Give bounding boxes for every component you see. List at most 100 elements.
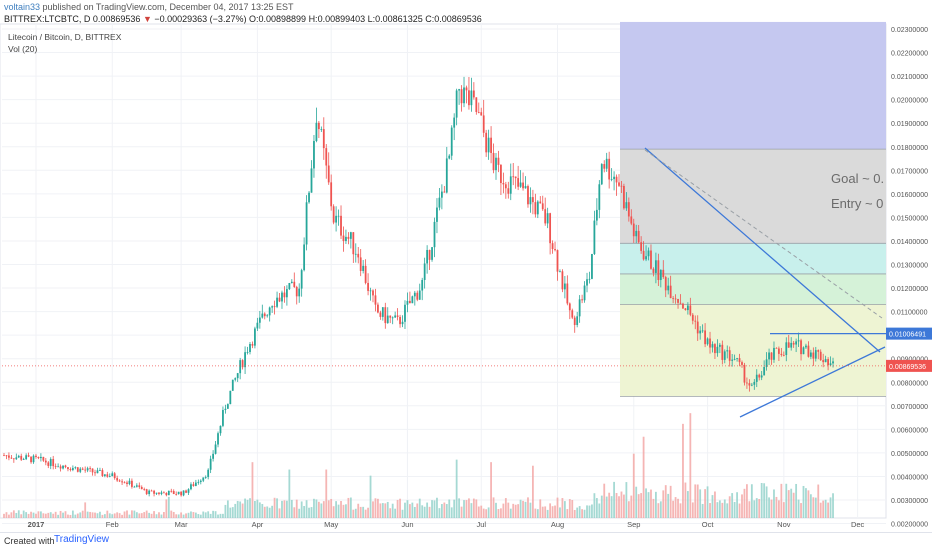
price-chart[interactable]: Goal ~ 0.Entry ~ 0 0.023000000.022000000… <box>0 0 932 532</box>
volume-bar <box>349 497 352 518</box>
tradingview-logo[interactable]: TradingView <box>54 534 110 545</box>
volume-bar <box>468 498 470 518</box>
candle-body <box>286 289 288 298</box>
candle-body <box>792 342 795 345</box>
volume-bar <box>714 491 716 518</box>
candle-body <box>386 315 389 324</box>
candle-body <box>91 468 94 473</box>
volume-bar <box>507 502 510 518</box>
volume-bar <box>418 498 421 518</box>
chart-legend: Litecoin / Bitcoin, D, BITTREX Vol (20) <box>8 31 121 55</box>
volume-bar <box>131 510 133 518</box>
volume-bar <box>340 500 342 518</box>
volume-bar <box>354 508 357 518</box>
candle-body <box>342 235 345 242</box>
candle-body <box>394 315 397 318</box>
volume-bar <box>332 506 335 518</box>
candle-body <box>27 455 30 457</box>
volume-bar <box>249 498 251 518</box>
volume-bar <box>613 481 615 518</box>
volume-bar <box>482 508 485 518</box>
candle-body <box>310 168 313 193</box>
volume-bar <box>809 494 812 518</box>
candle-body <box>578 299 581 317</box>
volume-bar <box>677 498 679 518</box>
volume-bar <box>529 502 532 518</box>
cyan-zone <box>620 243 886 274</box>
candle-body <box>514 176 517 179</box>
candle-body <box>281 292 283 302</box>
volume-bar <box>827 502 829 518</box>
candle-body <box>718 344 721 347</box>
volume-bar <box>322 501 325 518</box>
volume-bar <box>76 513 79 518</box>
candle-body <box>187 489 190 493</box>
candle-body <box>192 484 195 486</box>
candle-body <box>212 453 214 459</box>
y-tick-label: 0.01700000 <box>891 168 928 175</box>
candle-body <box>69 469 72 471</box>
candle-body <box>662 269 665 278</box>
candle-body <box>532 197 534 203</box>
candle-body <box>108 476 111 477</box>
volume-bar <box>610 496 613 518</box>
author-link[interactable]: voltain33 <box>4 2 41 12</box>
volume-bar <box>15 512 18 518</box>
volume-bar <box>64 511 67 518</box>
candle-body <box>30 456 32 463</box>
volume-bar <box>251 462 254 518</box>
volume-bar <box>103 514 106 518</box>
candle-body <box>391 317 394 319</box>
candle-body <box>54 466 57 467</box>
candle-body <box>566 283 569 304</box>
candle-body <box>148 490 151 495</box>
volume-bar <box>721 502 724 518</box>
volume-bar <box>436 497 438 518</box>
volume-bar <box>298 508 301 518</box>
candle-body <box>623 185 625 209</box>
volume-bar <box>84 502 87 518</box>
volume-bar <box>632 453 635 518</box>
candle-body <box>605 158 608 169</box>
volume-bar <box>163 512 165 518</box>
volume-bar <box>140 513 143 518</box>
x-tick-label: Apr <box>252 520 264 529</box>
candle-body <box>177 491 180 495</box>
candle-body <box>504 184 507 189</box>
candle-body <box>431 247 433 260</box>
volume-bar <box>618 496 620 518</box>
volume-bar <box>283 500 286 518</box>
volume-bar <box>583 509 586 518</box>
volume-bar <box>645 488 647 518</box>
candle-body <box>327 165 330 183</box>
volume-bar <box>588 505 591 518</box>
candle-body <box>694 320 697 322</box>
candle-body <box>308 192 310 203</box>
volume-bar <box>728 496 731 518</box>
candle-body <box>362 265 365 271</box>
candle-body <box>145 489 148 495</box>
volume-bar <box>25 512 28 518</box>
volume-bar <box>256 499 259 518</box>
candle-body <box>682 303 684 309</box>
volume-bar <box>155 514 158 518</box>
y-tick-label: 0.00400000 <box>891 474 928 481</box>
descending-trendline <box>644 147 881 353</box>
candle-body <box>775 347 778 349</box>
candle-body <box>728 350 731 361</box>
volume-bar <box>470 503 473 518</box>
volume-bar <box>59 510 62 518</box>
candle-body <box>436 207 438 222</box>
candle-body <box>99 470 101 471</box>
candle-body <box>517 178 520 187</box>
volume-bar <box>20 514 23 518</box>
volume-bar <box>35 513 37 518</box>
candle-body <box>138 485 141 488</box>
volume-bar <box>261 503 264 518</box>
candle-body <box>330 182 333 207</box>
volume-bar <box>391 503 394 518</box>
volume-bar <box>595 498 598 518</box>
candle-body <box>650 250 652 269</box>
candle-body <box>797 340 800 342</box>
candle-body <box>714 344 716 354</box>
